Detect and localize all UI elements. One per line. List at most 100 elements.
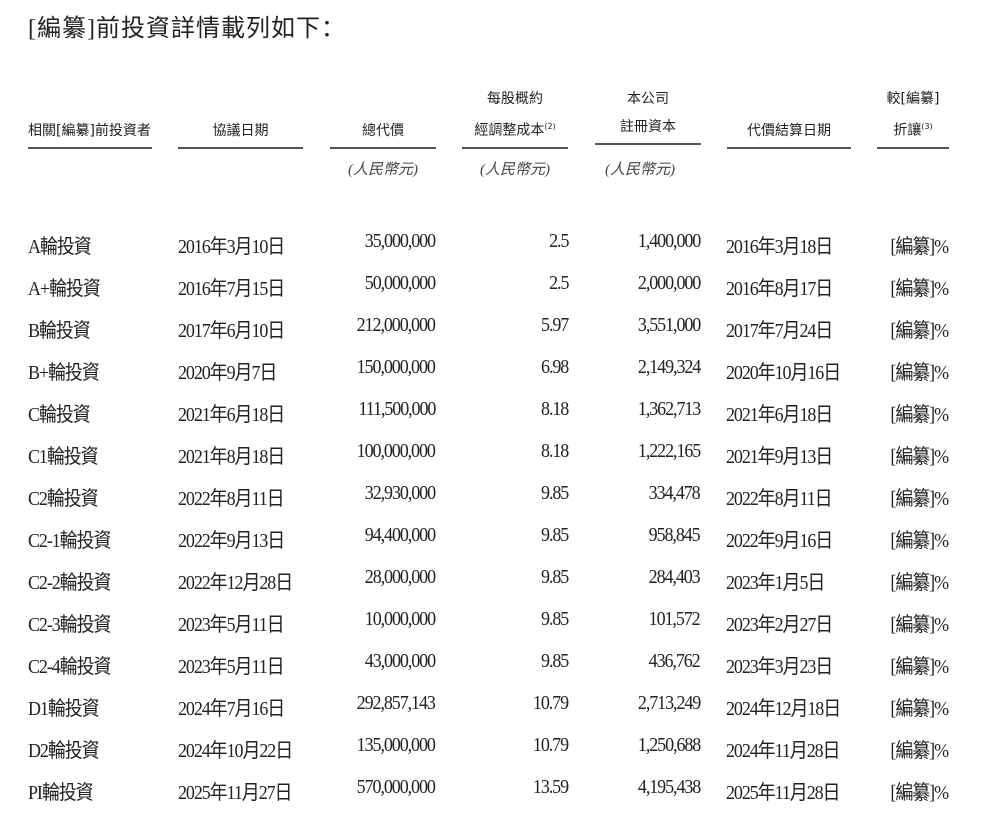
cell-investor: D2輪投資: [28, 740, 100, 762]
cell-agreement-date: 2016年3月10日: [178, 236, 285, 258]
cell-agreement-date: 2025年11月27日: [178, 782, 293, 804]
cell-discount: [編纂]%: [890, 320, 949, 342]
header-capital: 本公司 註冊資本: [595, 85, 701, 145]
cell-cost-per-share: 2.5: [548, 272, 569, 294]
cell-discount: [編纂]%: [890, 530, 949, 552]
cell-agreement-date: 2022年9月13日: [178, 530, 285, 552]
cell-discount: [編纂]%: [890, 446, 949, 468]
cell-consideration: 292,857,143: [356, 692, 436, 714]
cell-agreement-date: 2017年6月10日: [178, 320, 285, 342]
cell-registered-capital: 2,149,324: [637, 356, 701, 378]
cell-discount: [編纂]%: [890, 614, 949, 636]
unit-consideration: (人民幣元): [348, 162, 418, 178]
cell-cost-per-share: 6.98: [540, 356, 569, 378]
cell-cost-per-share: 9.85: [540, 566, 569, 588]
cell-investor: C2輪投資: [28, 488, 99, 510]
cell-consideration: 28,000,000: [364, 566, 436, 588]
table-row: C1輪投資 2021年8月18日 100,000,000 8.18 1,222,165 2…: [0, 440, 1000, 470]
cell-settlement-date: 2025年11月28日: [726, 782, 841, 804]
table-row: C2輪投資 2022年8月11日 32,930,000 9.85 334,478 2022…: [0, 482, 1000, 512]
cell-agreement-date: 2024年7月16日: [178, 698, 285, 720]
cell-settlement-date: 2024年11月28日: [726, 740, 841, 762]
cell-cost-per-share: 9.85: [540, 524, 569, 546]
cell-investor: PI輪投資: [28, 782, 94, 804]
cell-registered-capital: 958,845: [649, 524, 701, 546]
cell-consideration: 10,000,000: [364, 608, 436, 630]
cell-registered-capital: 1,222,165: [637, 440, 701, 462]
cell-investor: C輪投資: [28, 404, 91, 426]
cell-settlement-date: 2022年8月11日: [726, 488, 833, 510]
cell-investor: C1輪投資: [28, 446, 99, 468]
cell-discount: [編纂]%: [890, 698, 949, 720]
cell-discount: [編纂]%: [890, 404, 949, 426]
cell-investor: A輪投資: [28, 236, 92, 258]
table-row: A輪投資 2016年3月10日 35,000,000 2.5 1,400,000 2016…: [0, 230, 1000, 260]
cell-agreement-date: 2022年8月11日: [178, 488, 285, 510]
cell-discount: [編纂]%: [890, 782, 949, 804]
cell-registered-capital: 1,362,713: [637, 398, 701, 420]
cell-consideration: 35,000,000: [364, 230, 436, 252]
cell-settlement-date: 2023年2月27日: [726, 614, 833, 636]
cell-cost-per-share: 10.79: [532, 734, 569, 756]
cell-consideration: 94,400,000: [364, 524, 436, 546]
cell-cost-per-share: 5.97: [540, 314, 569, 336]
table-row: B輪投資 2017年6月10日 212,000,000 5.97 3,551,000 20…: [0, 314, 1000, 344]
cell-agreement-date: 2023年5月11日: [178, 614, 285, 636]
cell-cost-per-share: 9.85: [540, 650, 569, 672]
cell-registered-capital: 284,403: [649, 566, 701, 588]
cell-registered-capital: 2,000,000: [637, 272, 701, 294]
cell-consideration: 100,000,000: [356, 440, 436, 462]
cell-investor: C2-2輪投資: [28, 572, 112, 594]
table-row: C2-1輪投資 2022年9月13日 94,400,000 9.85 958,845 20…: [0, 524, 1000, 554]
cell-consideration: 135,000,000: [356, 734, 436, 756]
cell-discount: [編纂]%: [890, 362, 949, 384]
cell-cost-per-share: 13.59: [532, 776, 569, 798]
cell-agreement-date: 2020年9月7日: [178, 362, 277, 384]
cell-agreement-date: 2023年5月11日: [178, 656, 285, 678]
cell-registered-capital: 1,250,688: [637, 734, 701, 756]
table-row: PI輪投資 2025年11月27日 570,000,000 13.59 4,195,43…: [0, 776, 1000, 806]
table-row: C輪投資 2021年6月18日 111,500,000 8.18 1,362,713 20…: [0, 398, 1000, 428]
unit-cost: (人民幣元): [480, 162, 550, 178]
cell-discount: [編纂]%: [890, 488, 949, 510]
cell-discount: [編纂]%: [890, 572, 949, 594]
table-row: D2輪投資 2024年10月22日 135,000,000 10.79 1,250,68…: [0, 734, 1000, 764]
unit-capital: (人民幣元): [605, 162, 675, 178]
cell-agreement-date: 2024年10月22日: [178, 740, 293, 762]
cell-registered-capital: 2,713,249: [637, 692, 701, 714]
cell-cost-per-share: 9.85: [540, 608, 569, 630]
cell-investor: D1輪投資: [28, 698, 100, 720]
cell-settlement-date: 2024年12月18日: [726, 698, 841, 720]
cell-investor: B+輪投資: [28, 362, 100, 384]
cell-settlement-date: 2023年1月5日: [726, 572, 825, 594]
cell-discount: [編纂]%: [890, 656, 949, 678]
header-consideration: 總代價: [330, 117, 436, 149]
cell-cost-per-share: 2.5: [548, 230, 569, 252]
cell-consideration: 43,000,000: [364, 650, 436, 672]
cell-agreement-date: 2021年6月18日: [178, 404, 285, 426]
cell-investor: B輪投資: [28, 320, 91, 342]
cell-cost-per-share: 8.18: [540, 440, 569, 462]
cell-settlement-date: 2016年8月17日: [726, 278, 833, 300]
cell-investor: C2-3輪投資: [28, 614, 112, 636]
cell-agreement-date: 2022年12月28日: [178, 572, 293, 594]
cell-consideration: 111,500,000: [358, 398, 436, 420]
cell-discount: [編纂]%: [890, 236, 949, 258]
header-agreement-date: 協議日期: [178, 117, 303, 149]
table-row: D1輪投資 2024年7月16日 292,857,143 10.79 2,713,249…: [0, 692, 1000, 722]
intro-text: [編纂]前投資詳情載列如下：: [28, 16, 346, 42]
cell-discount: [編纂]%: [890, 740, 949, 762]
header-investor: 相關[編纂]前投資者: [28, 117, 152, 149]
cell-consideration: 32,930,000: [364, 482, 436, 504]
cell-registered-capital: 334,478: [649, 482, 701, 504]
table-row: B+輪投資 2020年9月7日 150,000,000 6.98 2,149,324 20…: [0, 356, 1000, 386]
cell-settlement-date: 2017年7月24日: [726, 320, 833, 342]
cell-settlement-date: 2023年3月23日: [726, 656, 833, 678]
cell-discount: [編纂]%: [890, 278, 949, 300]
header-discount: 較[編纂] 折讓(3): [877, 85, 949, 149]
cell-cost-per-share: 10.79: [532, 692, 569, 714]
cell-agreement-date: 2021年8月18日: [178, 446, 285, 468]
cell-consideration: 150,000,000: [356, 356, 436, 378]
header-settlement-date: 代價結算日期: [727, 117, 851, 149]
cell-investor: A+輪投資: [28, 278, 101, 300]
